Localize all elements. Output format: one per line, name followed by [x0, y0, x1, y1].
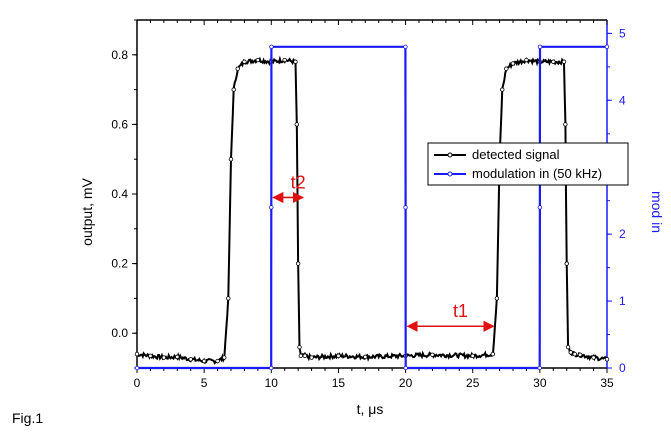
y-right-tick-label: 5	[619, 26, 626, 40]
y-left-tick-label: 0.2	[111, 257, 128, 271]
signal-point	[363, 354, 368, 360]
signal-point	[134, 351, 140, 357]
signal-point	[430, 352, 435, 357]
signal-point	[572, 351, 577, 357]
x-tick-label: 30	[533, 376, 547, 390]
signal-point	[188, 357, 193, 362]
signal-point	[510, 61, 516, 66]
modulation-point	[537, 44, 543, 49]
modulation-point	[537, 205, 543, 210]
modulation-series-line	[137, 45, 607, 370]
legend-box	[427, 142, 629, 186]
annotation-layer: t2 t1	[272, 172, 495, 332]
modulation-point	[268, 365, 274, 371]
signal-point	[563, 122, 568, 127]
modulation-point	[537, 365, 542, 371]
signal-point	[228, 156, 234, 162]
signal-point	[565, 344, 571, 350]
signal-point	[494, 296, 500, 301]
x-axis-title: t, μs	[357, 401, 384, 417]
signal-point	[470, 353, 475, 359]
y-left-tick-label: 0.0	[111, 326, 128, 340]
signal-point	[215, 358, 220, 364]
y-right-tick-label: 4	[619, 93, 626, 107]
signal-point	[500, 87, 505, 92]
figure-label: Fig.1	[12, 410, 44, 426]
y-right-tick-label: 0	[619, 361, 626, 375]
x-tick-label: 35	[600, 376, 614, 390]
modulation-point	[403, 205, 408, 210]
signal-point	[231, 87, 236, 92]
signal-point	[336, 353, 341, 359]
signal-point	[504, 66, 509, 71]
signal-point	[295, 261, 301, 266]
signal-point	[148, 353, 153, 359]
signal-point	[524, 57, 529, 63]
signal-point	[201, 358, 207, 364]
legend-label: modulation in (50 kHz)	[472, 166, 602, 181]
y-left-tick-label: 0.6	[111, 117, 128, 131]
legend-swatch-marker	[447, 152, 453, 158]
signal-point	[298, 353, 304, 359]
legend: detected signal modulation in (50 kHz)	[427, 142, 629, 186]
signal-point	[282, 57, 287, 63]
x-tick-label: 15	[332, 376, 346, 390]
signal-point	[604, 357, 610, 362]
modulation-point	[403, 44, 408, 49]
modulation-point	[403, 365, 408, 371]
signal-point	[490, 351, 496, 357]
signal-point	[297, 344, 302, 350]
series-layer	[134, 44, 610, 371]
x-tick-label: 10	[265, 376, 279, 390]
signal-point	[309, 355, 314, 360]
y-right-tick-label: 1	[619, 294, 626, 308]
x-tick-label: 5	[201, 376, 208, 390]
annotation-label: t1	[453, 301, 468, 321]
signal-series-line	[136, 55, 608, 365]
modulation-point	[134, 365, 140, 371]
signal-point	[561, 59, 567, 64]
y-left-tick-label: 0.8	[111, 48, 128, 62]
signal-point	[294, 122, 299, 127]
x-tick-label: 20	[399, 376, 413, 390]
signal-point	[568, 350, 573, 355]
annotation-label: t2	[291, 172, 306, 192]
modulation-point	[269, 205, 274, 210]
signal-point	[293, 59, 298, 64]
signal-point	[564, 261, 569, 266]
y-axis-left-title: output, mV	[79, 177, 95, 245]
signal-point	[226, 296, 231, 301]
plot-frame	[136, 19, 608, 369]
signal-point	[242, 59, 247, 64]
x-tick-label: 0	[134, 376, 141, 390]
x-tick-label: 25	[466, 376, 480, 390]
signal-point	[302, 353, 308, 359]
signal-point	[551, 59, 556, 64]
y-left-tick-label: 0.4	[111, 187, 128, 201]
legend-swatch-marker	[447, 171, 453, 177]
modulation-point	[269, 44, 274, 49]
y-axis-right-title: mod in	[649, 191, 665, 233]
signal-point	[591, 355, 596, 360]
signal-point	[577, 352, 583, 357]
y-right-tick-label: 2	[619, 227, 626, 241]
signal-point	[175, 354, 180, 360]
legend-label: detected signal	[472, 147, 560, 162]
modulation-point	[604, 44, 610, 49]
signal-point	[222, 355, 227, 360]
signal-point	[235, 66, 240, 71]
signal-point	[255, 57, 261, 63]
signal-point	[161, 355, 167, 360]
